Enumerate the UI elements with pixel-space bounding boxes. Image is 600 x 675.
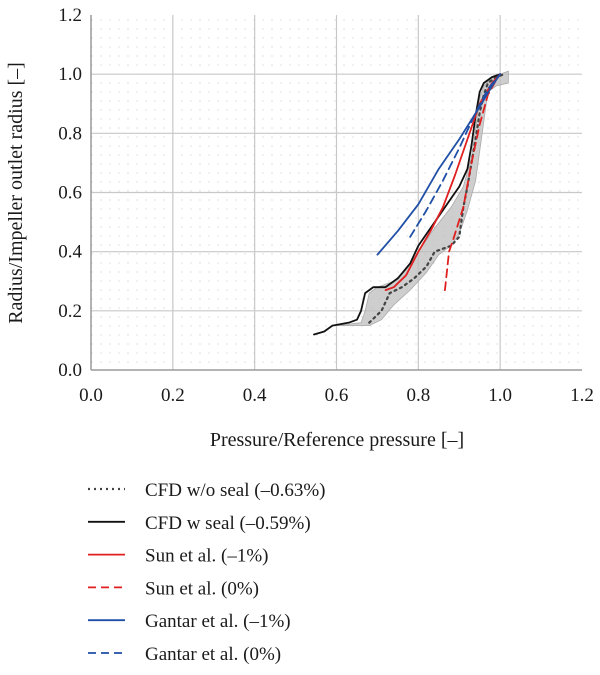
series-line-6 xyxy=(409,73,502,238)
series-line-1 xyxy=(368,73,506,324)
legend-label-5: Gantar et al. (–1%) xyxy=(145,611,291,632)
legend-label-4: Sun et al. (0%) xyxy=(145,578,259,599)
legend-label-1: CFD w/o seal (–0.63%) xyxy=(145,480,325,501)
y-tick-label: 0.4 xyxy=(58,242,82,263)
y-tick-label: 1.2 xyxy=(58,5,82,26)
y-axis-title: Radius/Impeller outlet radius [–] xyxy=(5,62,27,324)
tick-labels: 0.0 0.2 0.4 0.6 0.8 1.0 1.2 0.0 0.2 0.4 0.6 0.8 1.0 1… xyxy=(58,5,594,406)
x-tick-label: 0.6 xyxy=(325,385,349,406)
legend: CFD w/o seal (–0.63%) CFD w seal (–0.59%)… xyxy=(88,480,325,665)
y-tick-label: 1.0 xyxy=(58,64,82,85)
x-tick-label: 0.8 xyxy=(406,385,430,406)
y-tick-label: 0.8 xyxy=(58,123,82,144)
x-axis-title: Pressure/Reference pressure [–] xyxy=(210,429,464,451)
axes xyxy=(90,15,582,371)
x-tick-label: 1.0 xyxy=(488,385,512,406)
series-lines xyxy=(313,73,506,336)
y-tick-label: 0.6 xyxy=(58,183,82,204)
series-line-5 xyxy=(376,73,502,256)
y-tick-label: 0.0 xyxy=(58,360,82,381)
legend-label-6: Gantar et al. (0%) xyxy=(145,644,281,665)
x-tick-label: 0.2 xyxy=(161,385,185,406)
y-tick-label: 0.2 xyxy=(58,301,82,322)
legend-label-3: Sun et al. (–1%) xyxy=(145,546,268,567)
x-tick-label: 0.4 xyxy=(243,385,267,406)
legend-label-2: CFD w seal (–0.59%) xyxy=(145,513,311,534)
x-tick-label: 1.2 xyxy=(570,385,594,406)
x-tick-label: 0.0 xyxy=(79,385,103,406)
